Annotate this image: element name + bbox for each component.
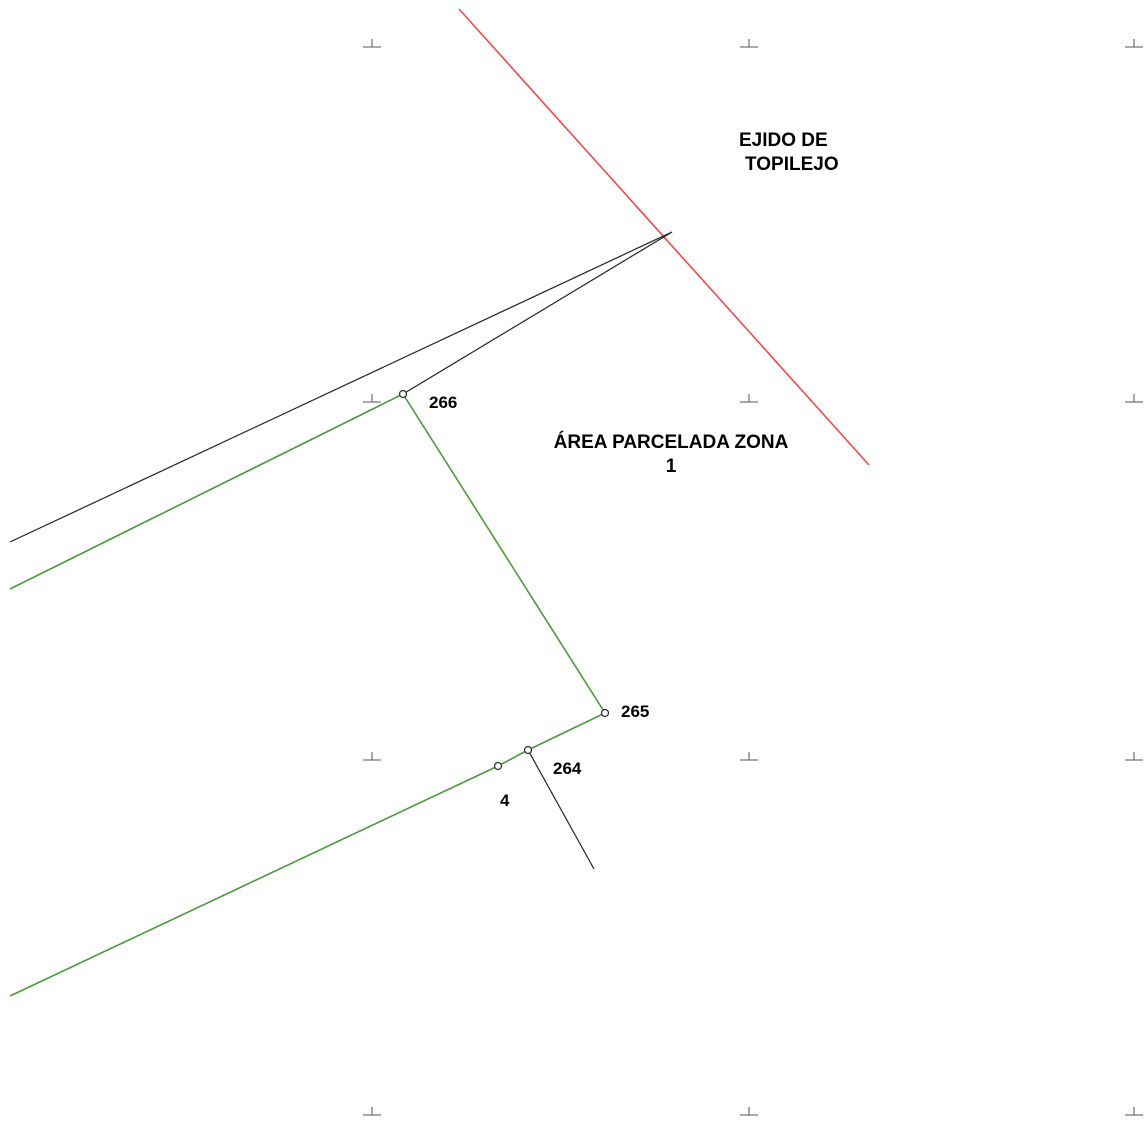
grid-tick bbox=[363, 752, 381, 761]
grid-tick bbox=[363, 39, 381, 48]
grid-tick bbox=[740, 394, 758, 403]
parcel-edge-265-264 bbox=[527, 712, 606, 751]
grid-tick bbox=[363, 394, 381, 403]
reference-line-to-266 bbox=[402, 231, 673, 395]
parcel-edge-266-265 bbox=[402, 393, 606, 714]
area-label-line2: 1 bbox=[666, 456, 677, 477]
grid-tick bbox=[1125, 1107, 1143, 1116]
vertex-marker-266 bbox=[398, 389, 408, 399]
grid-tick bbox=[1125, 394, 1143, 403]
vertex-label-266: 266 bbox=[429, 393, 457, 412]
parcel-edge-lower bbox=[9, 765, 499, 997]
vertex-markers bbox=[398, 389, 610, 771]
parcel-edge-upper bbox=[9, 393, 404, 590]
vertex-marker-264 bbox=[523, 745, 533, 755]
ejido-label-line2: TOPILEJO bbox=[745, 154, 839, 175]
vertex-marker-265 bbox=[600, 708, 610, 718]
reference-line-upper bbox=[9, 231, 673, 543]
grid-tick bbox=[1125, 752, 1143, 761]
reference-lines bbox=[9, 231, 673, 870]
reference-line-from-264 bbox=[527, 749, 595, 870]
grid-tick bbox=[1125, 39, 1143, 48]
vertex-marker-4 bbox=[493, 761, 503, 771]
parcel-boundary bbox=[9, 393, 606, 997]
vertex-label-264: 264 bbox=[553, 759, 582, 778]
parcel-edge-264-4 bbox=[497, 749, 529, 767]
area-label-line1: ÁREA PARCELADA ZONA bbox=[554, 431, 789, 453]
grid-tick bbox=[740, 752, 758, 761]
vertex-label-4: 4 bbox=[500, 791, 510, 810]
grid-ticks bbox=[363, 39, 1143, 1116]
ejido-label-line1: EJIDO DE bbox=[739, 130, 828, 151]
grid-tick bbox=[363, 1107, 381, 1116]
vertex-label-265: 265 bbox=[621, 702, 649, 721]
grid-tick bbox=[740, 39, 758, 48]
grid-tick bbox=[740, 1107, 758, 1116]
